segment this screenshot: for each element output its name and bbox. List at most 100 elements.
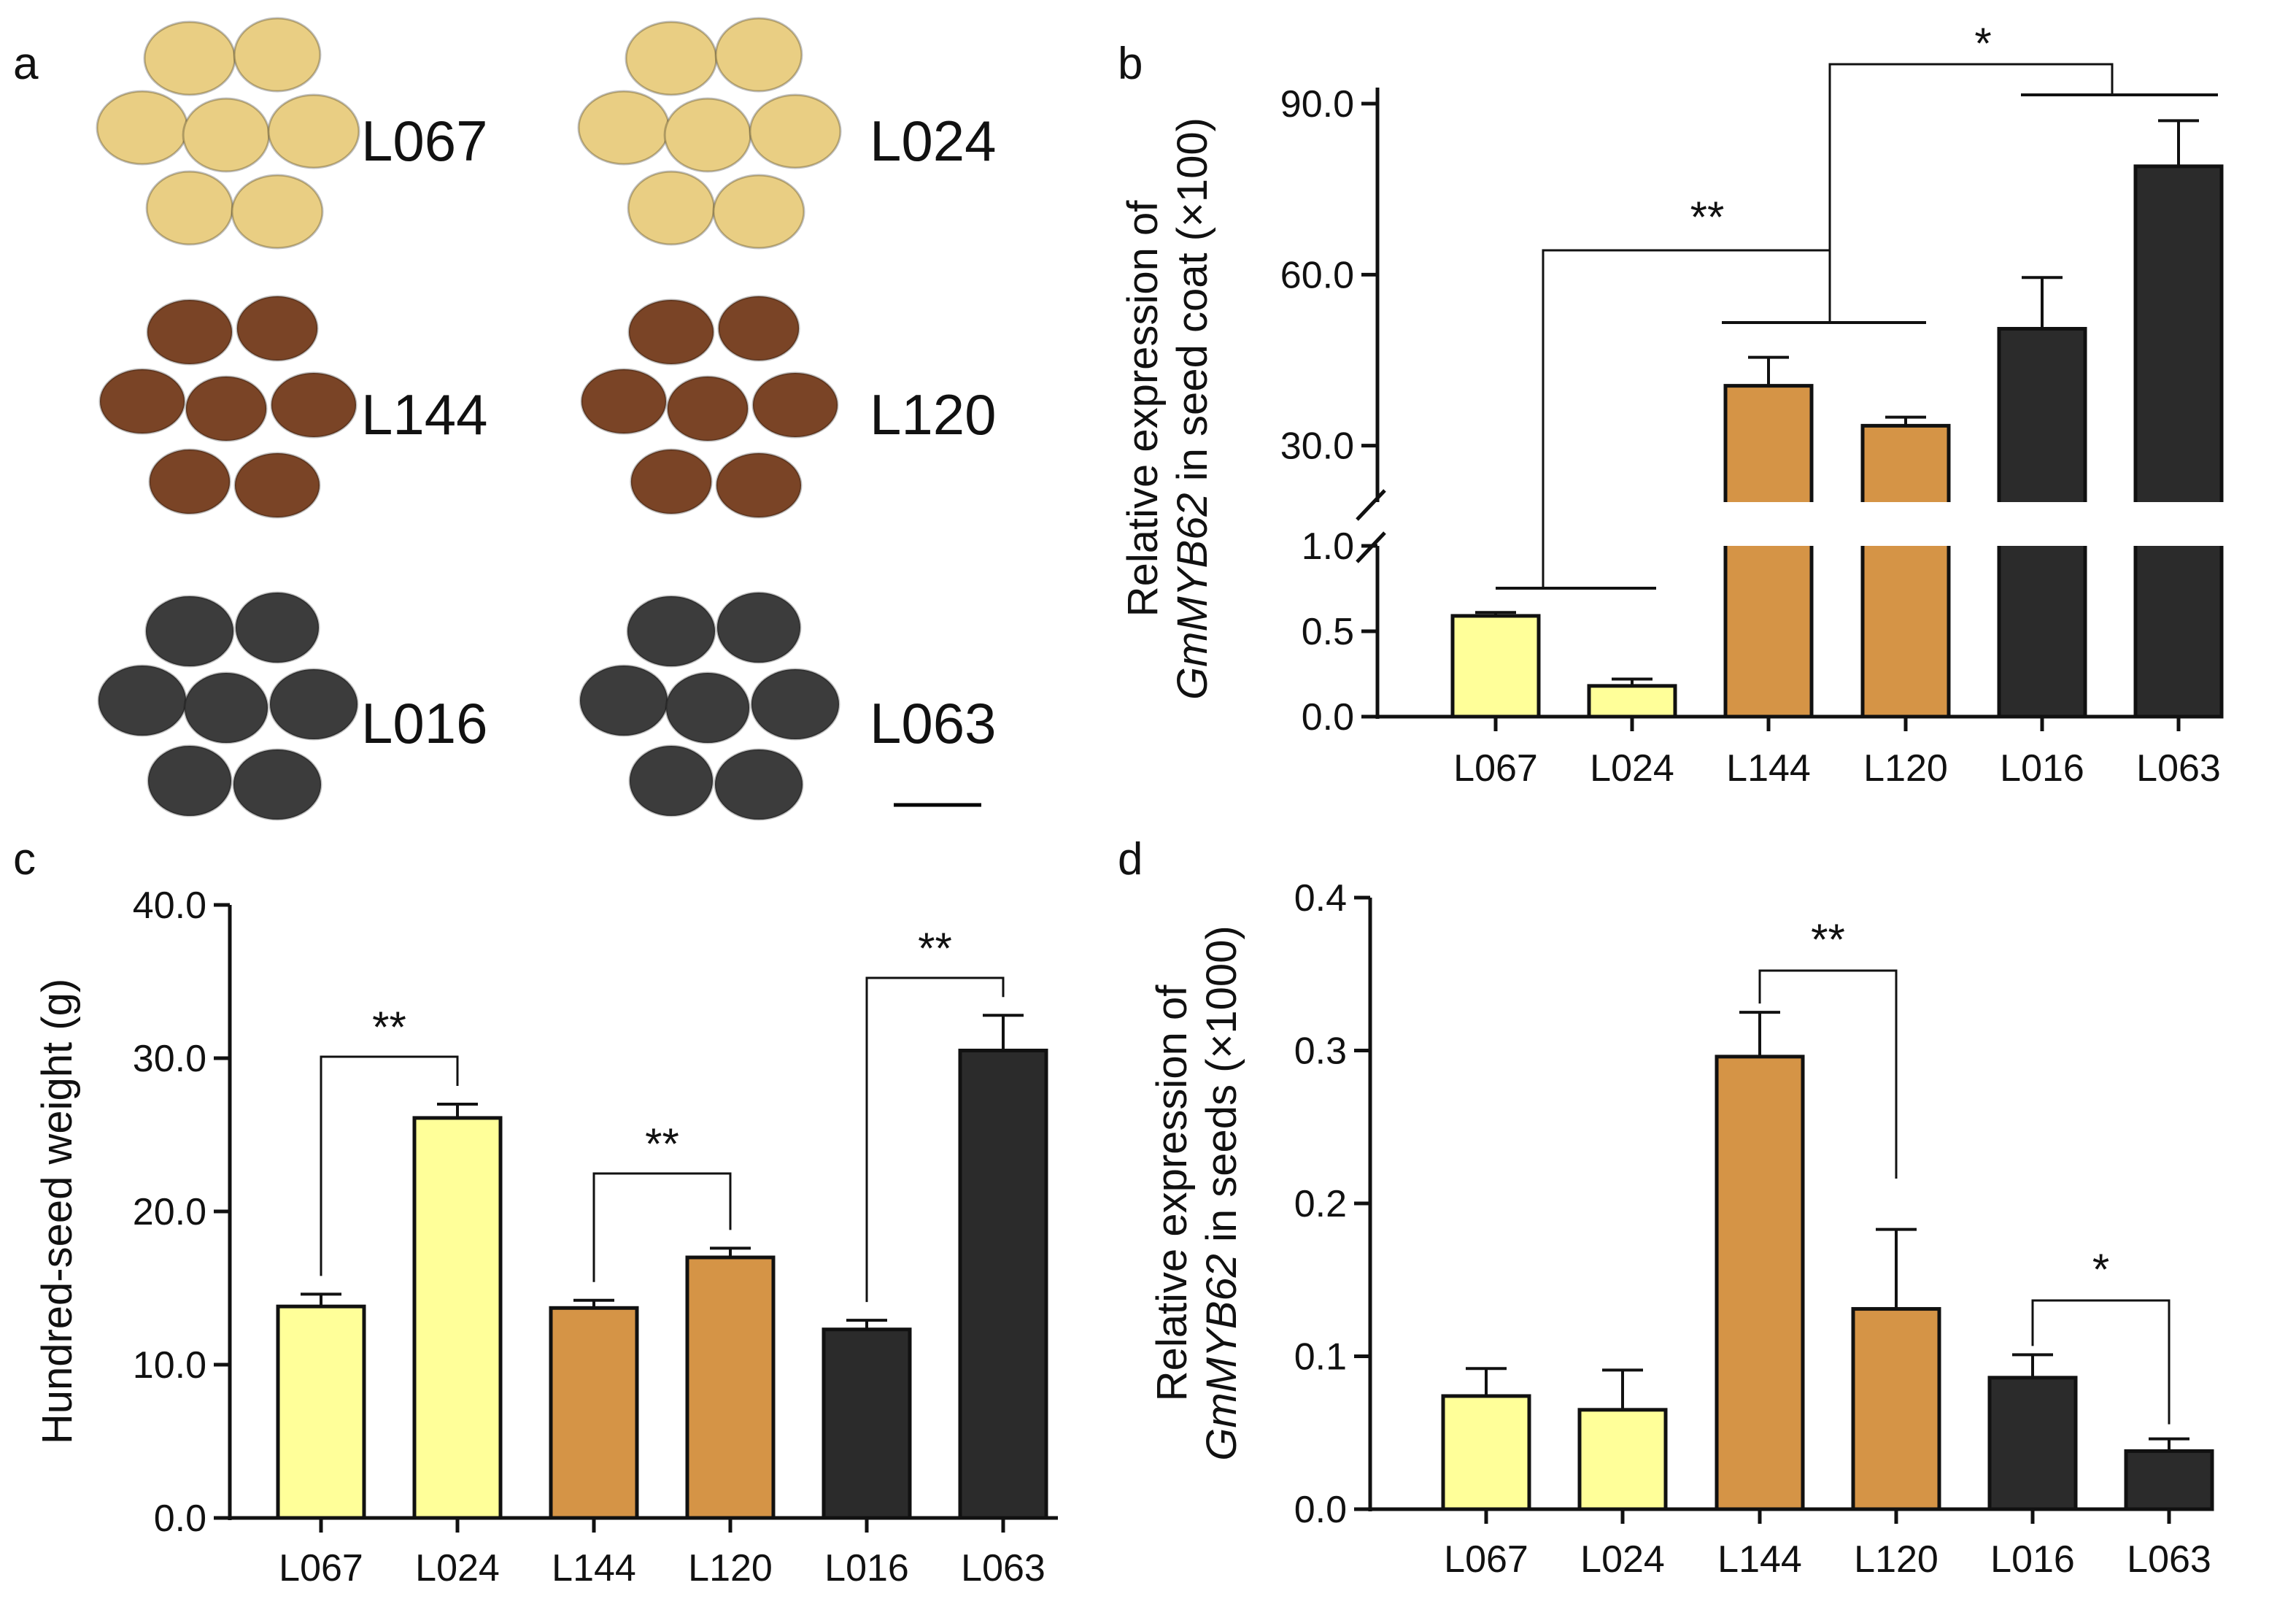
c-y-tick-label: 0.0 [154, 1498, 206, 1540]
seed [143, 20, 236, 96]
d-significance-bracket [1758, 969, 1898, 1179]
seed [233, 17, 322, 93]
b-significance-label: ** [1690, 193, 1725, 242]
b-y-tick-label: 0.0 [1302, 696, 1354, 739]
d-y-tick-label: 0.2 [1294, 1183, 1347, 1225]
c-x-tick-label: L120 [688, 1547, 773, 1589]
b-significance-bracket [1828, 63, 2114, 250]
b-x-tick-label: L063 [2136, 747, 2221, 790]
d-significance-bracket [2031, 1299, 2171, 1425]
seed [626, 595, 716, 668]
d-bar-L024 [1577, 1408, 1668, 1511]
b-x-tick-label: L024 [1590, 747, 1674, 790]
seed [750, 668, 840, 741]
seed-line-label: L144 [361, 382, 488, 447]
seed [183, 671, 269, 744]
seed [716, 591, 802, 664]
c-significance-bracket [865, 976, 1005, 1303]
c-x-tick-label: L016 [824, 1547, 909, 1589]
seed [714, 748, 804, 821]
b-axis-break [1356, 489, 1386, 521]
c-y-tick-label: 20.0 [133, 1191, 206, 1233]
b-y-tick-label: 60.0 [1280, 254, 1354, 296]
seed-line-label: L120 [870, 382, 997, 447]
c-x-tick-label: L063 [961, 1547, 1045, 1589]
d-bar-L120 [1851, 1307, 1941, 1511]
d-x-tick-label: L016 [1990, 1538, 2075, 1581]
seed [231, 174, 324, 250]
d-bar-L144 [1715, 1055, 1805, 1511]
seed [147, 744, 233, 817]
panel-label-b: b [1118, 39, 1143, 89]
c-bar-L144 [549, 1306, 639, 1520]
seed [146, 298, 233, 366]
seed [712, 174, 805, 250]
seed [145, 170, 234, 246]
seed [577, 90, 670, 166]
d-significance-label: * [2092, 1245, 2109, 1294]
b-bar-upper-outline-L120 [1860, 423, 1951, 502]
b-bar-L067 [1450, 614, 1541, 719]
seed [630, 448, 713, 515]
c-y-axis-label: Hundred-seed weight (g) [34, 979, 81, 1444]
b-y-axis-label-line1: Relative expression of [1119, 200, 1167, 617]
b-significance-label: * [1974, 19, 1991, 68]
seed [97, 664, 188, 737]
d-y-tick-label: 0.0 [1294, 1489, 1347, 1531]
b-bar-upper-L016 [1999, 328, 2085, 502]
seed [96, 90, 189, 166]
b-y-tick-label: 1.0 [1302, 525, 1354, 568]
d-y-axis-label-line1: Relative expression of [1148, 984, 1196, 1402]
b-x-tick-label: L016 [2000, 747, 2084, 790]
b-y-axis-label: Relative expression of GmMYB62 in seed co… [1119, 117, 1216, 700]
d-y-axis-label: Relative expression of GmMYB62 in seeds (… [1148, 925, 1245, 1460]
seed [627, 298, 715, 366]
seed-line-label: L024 [870, 109, 997, 173]
seed [98, 368, 186, 435]
seed [185, 375, 268, 442]
seed [182, 97, 271, 173]
b-bar-lower-L144 [1725, 546, 1812, 717]
d-y-tick-label: 0.4 [1294, 877, 1347, 920]
d-x-tick-label: L024 [1580, 1538, 1665, 1581]
seed [715, 452, 803, 519]
d-x-tick-label: L063 [2127, 1538, 2211, 1581]
seed [751, 371, 839, 439]
seed [234, 591, 320, 664]
b-bar-upper-L144 [1725, 385, 1812, 502]
seed [628, 744, 714, 817]
seed [749, 93, 842, 169]
b-x-tick-label: L120 [1863, 747, 1948, 790]
seed [268, 668, 359, 741]
seed [627, 170, 716, 246]
c-bar-L120 [685, 1255, 776, 1520]
d-x-tick-label: L120 [1854, 1538, 1939, 1581]
d-x-tick-label: L067 [1444, 1538, 1528, 1581]
d-y-tick-label: 0.1 [1294, 1336, 1347, 1379]
seed [714, 17, 803, 93]
seed [232, 748, 322, 821]
b-bar-L024 [1587, 684, 1677, 719]
d-significance-label: ** [1811, 915, 1845, 964]
seed [579, 664, 669, 737]
d-y-tick-label: 0.3 [1294, 1030, 1347, 1073]
b-y-axis-label-line2: GmMYB62 in seed coat (×100) [1169, 117, 1216, 700]
panel-label-d: d [1118, 834, 1143, 884]
seed [580, 368, 668, 435]
b-significance-bracket [1542, 249, 1831, 588]
seed [625, 20, 718, 96]
c-x-tick-label: L067 [279, 1547, 363, 1589]
b-bar-upper-outline-L016 [1997, 327, 2087, 502]
b-y-tick-label: 30.0 [1280, 425, 1354, 468]
c-bar-L063 [958, 1049, 1048, 1520]
seed [270, 371, 357, 439]
d-bar-L067 [1441, 1394, 1531, 1511]
c-x-tick-label: L144 [552, 1547, 636, 1589]
seed-line-label: L067 [361, 109, 488, 173]
seed [148, 448, 231, 515]
c-significance-label: ** [918, 924, 952, 973]
seed [663, 97, 752, 173]
panel-label-c: c [13, 834, 36, 884]
b-bar-lower-L016 [1999, 546, 2085, 717]
